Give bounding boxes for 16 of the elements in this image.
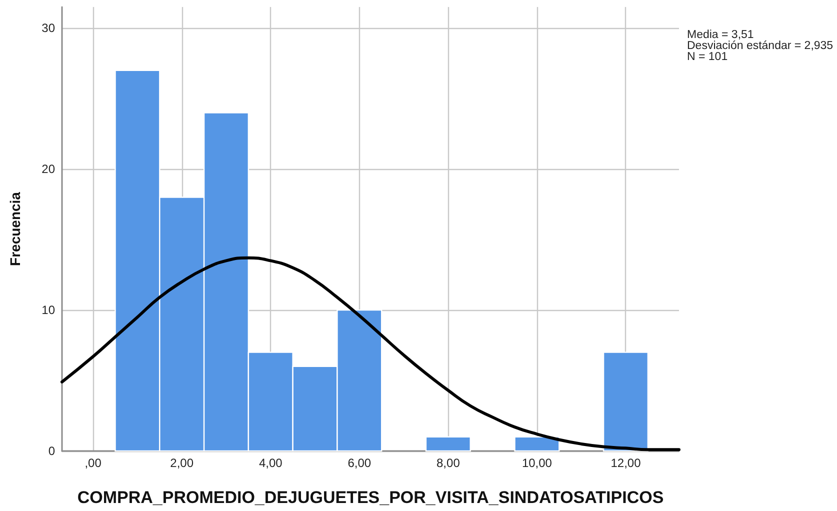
y-tick-label: 10 (42, 303, 56, 318)
x-tick-label: 2,00 (170, 456, 194, 470)
text: Media = 3,51 (687, 29, 754, 41)
x-tick-label: 6,00 (348, 456, 372, 470)
y-tick-label: 0 (48, 444, 56, 458)
y-tick-label: 30 (42, 21, 56, 36)
text: Desviación estándar = 2,935 (687, 40, 834, 52)
x-tick-label: 8,00 (436, 456, 460, 470)
text: N = 101 (687, 51, 728, 63)
x-tick-label: 10,00 (522, 456, 552, 470)
x-axis-title: COMPRA_PROMEDIO_DEJUGUETES_POR_VISITA_SINDATOSATIPICOS (77, 488, 664, 507)
y-tick-label: 20 (42, 162, 56, 176)
x-tick-label: 12,00 (610, 456, 642, 470)
y-axis-title: Frecuencia (7, 192, 23, 266)
x-tick-label: 4,00 (258, 456, 283, 470)
x-tick-label: ,00 (84, 456, 102, 470)
